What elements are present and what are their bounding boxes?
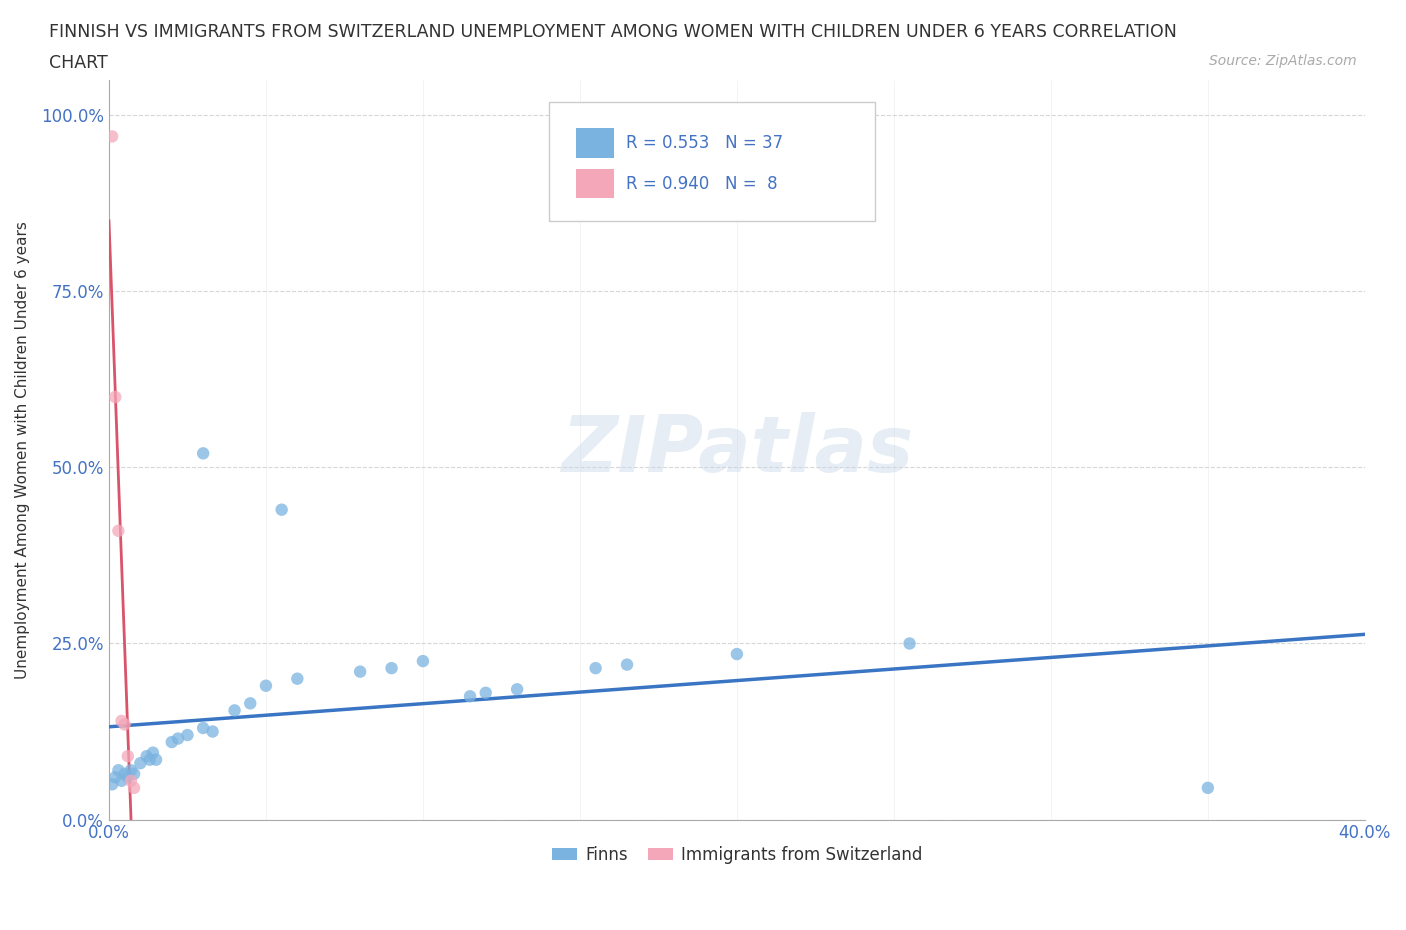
Point [122,780,145,795]
Point [104,770,127,785]
Point [1197,780,1219,795]
Point [104,390,127,405]
Point [135,749,157,764]
Point [142,745,165,760]
Point [725,646,748,661]
Point [506,682,529,697]
Legend: Finns, Immigrants from Switzerland: Finns, Immigrants from Switzerland [546,839,929,870]
Point [114,717,136,732]
Point [616,658,638,672]
Point [107,763,129,777]
Y-axis label: Unemployment Among Women with Children Under 6 years: Unemployment Among Women with Children U… [15,221,30,679]
Point [176,727,198,742]
Point [191,445,214,460]
Point [239,696,262,711]
Point [117,770,139,785]
Point [139,752,162,767]
Text: FINNISH VS IMMIGRANTS FROM SWITZERLAND UNEMPLOYMENT AMONG WOMEN WITH CHILDREN UN: FINNISH VS IMMIGRANTS FROM SWITZERLAND U… [49,23,1177,41]
Point [107,524,129,538]
Point [898,636,921,651]
Point [117,749,139,764]
Point [167,731,190,746]
Point [224,703,246,718]
Point [585,660,607,675]
Point [120,763,142,777]
Point [114,766,136,781]
Text: R = 0.940   N =  8: R = 0.940 N = 8 [627,175,778,193]
Point [458,689,481,704]
Text: ZIPatlas: ZIPatlas [561,412,912,488]
Point [110,774,132,789]
Point [120,774,142,789]
Point [101,777,124,791]
FancyBboxPatch shape [576,128,614,158]
Point [474,685,496,700]
Point [285,671,308,686]
Point [412,654,434,669]
FancyBboxPatch shape [576,169,614,198]
Point [191,721,214,736]
Point [122,766,145,781]
Point [380,660,402,675]
Text: Source: ZipAtlas.com: Source: ZipAtlas.com [1209,54,1357,68]
Text: R = 0.553   N = 37: R = 0.553 N = 37 [627,134,783,152]
Point [254,678,277,693]
Text: CHART: CHART [49,54,108,72]
Point [201,724,224,739]
FancyBboxPatch shape [548,102,875,220]
Point [349,664,371,679]
Point [270,502,292,517]
Point [129,756,152,771]
Point [160,735,183,750]
Point [145,752,167,767]
Point [101,129,124,144]
Point [110,713,132,728]
